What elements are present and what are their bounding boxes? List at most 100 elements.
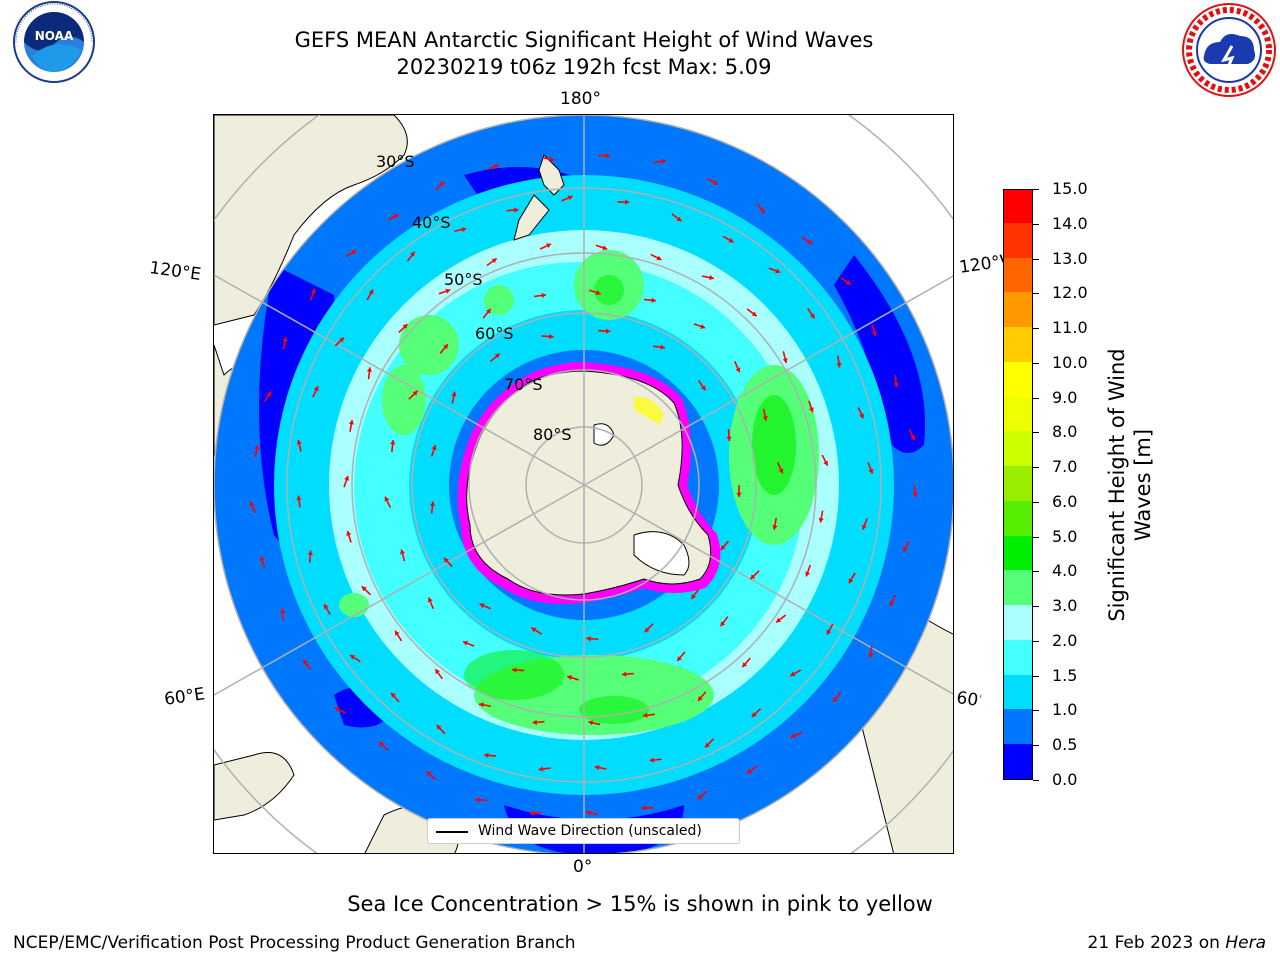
wave-arrow-head [588, 720, 594, 726]
wave-arrow-head [700, 324, 706, 329]
wave-arrow-head [859, 413, 864, 419]
islands [513, 154, 565, 241]
wave-arrow-head [893, 382, 899, 388]
colorbar-tick [1033, 258, 1039, 260]
colorbar-tick-label: 2.0 [1052, 630, 1078, 650]
lon-label-0: 0° [573, 857, 593, 877]
wave-arrow-head [280, 608, 286, 614]
colorbar-tick-label: 4.0 [1052, 561, 1078, 581]
wave-arrow-head [463, 640, 468, 646]
colorbar-tick-label: 5.0 [1052, 526, 1078, 546]
wave-arrow-head [586, 636, 591, 642]
wind-wave-arrows [249, 153, 918, 816]
lat-label-30s: 30°S [376, 152, 415, 171]
wave-arrow-head [296, 439, 302, 445]
wave-arrow-head [399, 549, 406, 555]
wave-arrow-head [641, 805, 646, 811]
lat-label-50s: 50°S [444, 270, 483, 289]
wave-arrow-head [513, 207, 519, 213]
colorbar-tick [1033, 675, 1039, 677]
wave-arrow-head [475, 797, 480, 803]
wave-arrow-head [532, 719, 537, 725]
wave-arrow-head [429, 501, 436, 507]
wave-arrow-head [889, 601, 895, 607]
wave-arrow-head [323, 604, 329, 610]
wave-arrow-head [435, 669, 440, 675]
wave-arrow-head [643, 712, 648, 718]
wave-arrow-head [350, 655, 356, 660]
colorbar-tick [1033, 710, 1039, 712]
wave-arrow-head [871, 331, 877, 336]
wave-arrow-head [772, 525, 778, 530]
colorbar-segment [1004, 396, 1032, 432]
colorbar-segment [1004, 256, 1032, 293]
lat-label-60s: 60°S [475, 324, 514, 343]
colorbar-tick-label: 12.0 [1052, 283, 1088, 303]
colorbar-segment [1004, 326, 1032, 362]
wave-arrow-head [691, 594, 696, 599]
wave-arrow-head [826, 629, 832, 635]
wave-arrow-head [361, 586, 367, 592]
wave-arrow-head [762, 415, 768, 421]
wave-arrow-head [736, 492, 742, 497]
wave-arrow-head [836, 362, 842, 368]
colorbar-tick-label: 15.0 [1052, 179, 1088, 198]
wave-arrow-head [567, 195, 573, 201]
colorbar-segment [1004, 674, 1032, 710]
wave-arrow-head [485, 308, 491, 314]
colorbar-segment [1004, 465, 1032, 501]
wave-arrow-head [910, 435, 916, 441]
polar-map [213, 114, 954, 854]
colorbar-tick [1033, 536, 1039, 538]
wave-arrow-head [493, 163, 499, 169]
wave-arrow-head [393, 213, 399, 219]
wave-arrow-head [410, 251, 415, 257]
wave-arrow-head [676, 216, 682, 222]
wave-arrow-head [549, 156, 555, 162]
wave-arrow-head [644, 627, 650, 633]
wave-arrow-head [705, 742, 710, 748]
colorbar-tick [1033, 606, 1039, 608]
wave-arrow-head [546, 243, 552, 249]
wave-arrow-head [484, 752, 489, 758]
footer-date-text: 21 Feb 2023 on [1087, 933, 1226, 953]
svg-text:NOAA: NOAA [35, 29, 74, 43]
colorbar-tick [1033, 397, 1039, 399]
wave-arrow-head [823, 460, 828, 466]
colorbar-tick-label: 1.5 [1052, 665, 1078, 685]
wave-arrow-head [334, 707, 340, 712]
wave-arrow-head [346, 530, 352, 536]
wave-arrow-head [677, 656, 682, 662]
wave-arrow-head [266, 391, 272, 397]
wave-arrow-head [848, 578, 854, 584]
wave-arrow-head [303, 660, 308, 665]
wave-arrow-head [649, 757, 655, 763]
wave-arrow-head [661, 158, 666, 165]
wave-arrow-head [651, 297, 656, 303]
wave-arrow-head [713, 179, 719, 185]
wave-arrow-head [747, 768, 753, 774]
wave-arrow-head [728, 237, 734, 243]
wave-arrow-head [698, 695, 703, 701]
colorbar-segment [1004, 500, 1032, 536]
map-legend: Wind Wave Direction (unscaled) [427, 818, 740, 844]
colorbar-tick [1033, 501, 1039, 503]
wave-arrow-head [605, 328, 611, 334]
map-canvas [214, 115, 953, 853]
wave-arrow-head [494, 353, 500, 359]
colorbar-tick-label: 10.0 [1052, 352, 1088, 372]
colorbar-segment [1004, 708, 1032, 745]
wave-arrow-head [436, 725, 442, 730]
colorbar-tick [1033, 640, 1039, 642]
lat-label-40s: 40°S [412, 213, 451, 232]
lon-label-120e: 120°E [148, 258, 203, 286]
wave-arrow-head [443, 344, 448, 350]
wave-arrow-head [307, 550, 313, 555]
wave-arrow-head [775, 268, 781, 274]
wave-arrow-head [412, 390, 418, 396]
wave-arrow-head [282, 337, 288, 342]
wave-arrow-head [700, 385, 706, 391]
wave-arrow-head [254, 445, 260, 450]
wave-arrow-head [461, 227, 467, 233]
colorbar-tick [1033, 467, 1039, 469]
